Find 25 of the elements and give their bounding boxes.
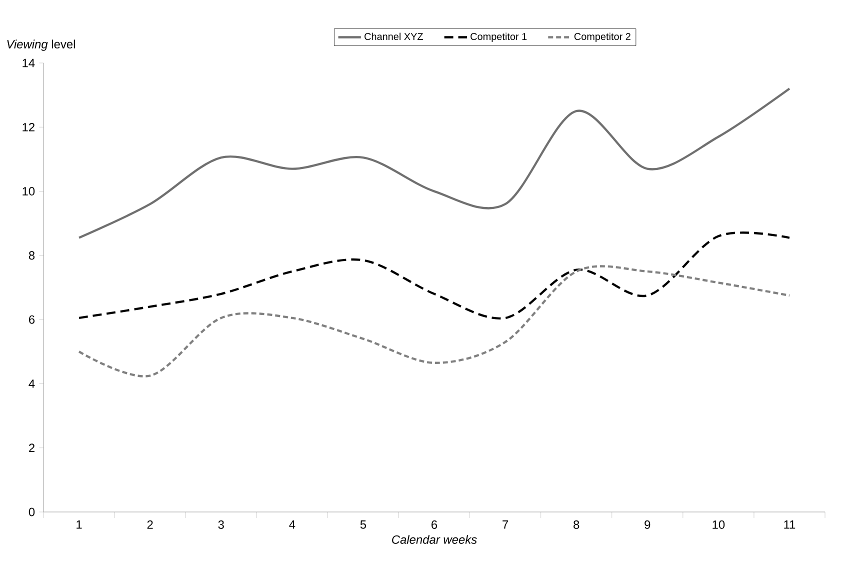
legend-label: Channel XYZ <box>364 32 423 40</box>
x-tick-label: 11 <box>784 520 796 529</box>
y-tick-label: 2 <box>29 444 34 452</box>
x-tick-label: 10 <box>712 520 725 529</box>
x-tick-label: 8 <box>574 520 580 529</box>
line-series <box>78 88 791 239</box>
y-tick-label: 8 <box>28 251 35 260</box>
y-tick-label: 10 <box>22 187 35 196</box>
x-tick-label: 3 <box>218 520 224 529</box>
x-tick-label: 7 <box>502 520 508 529</box>
x-tick-label: 9 <box>644 520 650 529</box>
y-tick-label: 6 <box>29 315 35 324</box>
y-tick-label: 4 <box>28 380 35 388</box>
x-tick-label: 2 <box>147 520 153 529</box>
legend-label: Competitor 1 <box>470 32 527 42</box>
x-tick-label: 1 <box>76 520 82 529</box>
y-axis-title: Viewing level <box>7 40 75 51</box>
y-tick-label: 0 <box>28 508 35 516</box>
x-axis-title: Calendar weeks <box>392 535 477 544</box>
y-tick-label: 14 <box>22 58 35 68</box>
x-tick-label: 5 <box>360 520 366 529</box>
x-tick-label: 4 <box>289 520 296 529</box>
legend-label: Competitor 2 <box>574 32 630 42</box>
y-tick-label: 12 <box>22 122 34 132</box>
x-tick-label: 6 <box>432 520 438 529</box>
